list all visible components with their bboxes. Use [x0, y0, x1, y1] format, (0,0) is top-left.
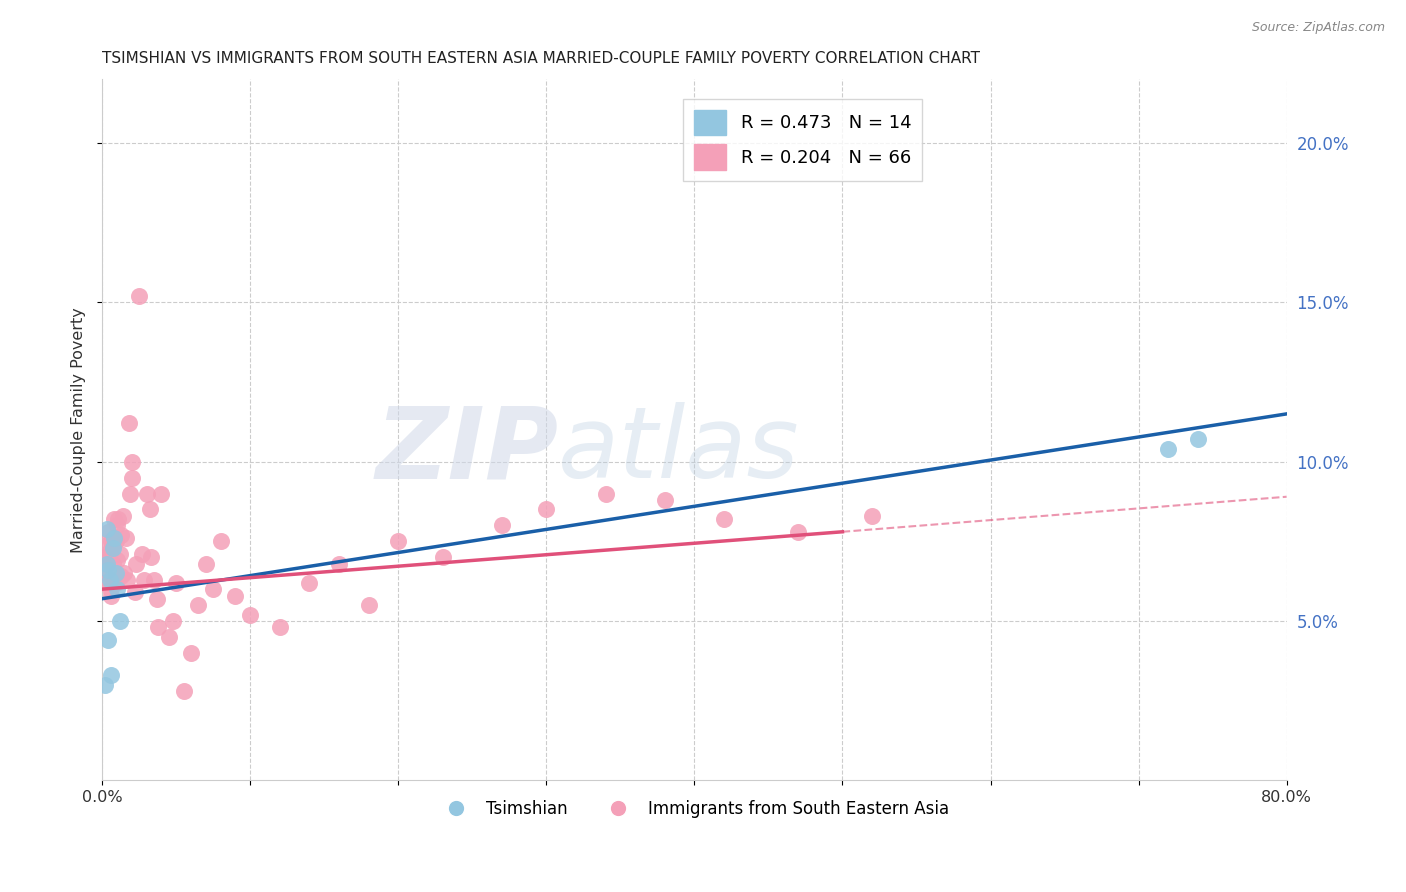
Text: atlas: atlas	[558, 402, 800, 500]
Point	[101, 557, 124, 571]
Point	[104, 575, 127, 590]
Point	[1157, 442, 1180, 456]
Point	[98, 582, 121, 596]
Point	[165, 575, 187, 590]
Point	[112, 566, 135, 581]
Point	[111, 508, 134, 523]
Point	[357, 598, 380, 612]
Point	[105, 553, 128, 567]
Point	[103, 531, 125, 545]
Point	[173, 684, 195, 698]
Point	[135, 486, 157, 500]
Point	[100, 534, 122, 549]
Point	[105, 518, 128, 533]
Point	[121, 470, 143, 484]
Point	[202, 582, 225, 596]
Point	[328, 557, 350, 571]
Point	[491, 518, 513, 533]
Point	[860, 508, 883, 523]
Point	[97, 524, 120, 539]
Point	[98, 573, 121, 587]
Point	[128, 289, 150, 303]
Point	[654, 492, 676, 507]
Y-axis label: Married-Couple Family Poverty: Married-Couple Family Poverty	[72, 307, 86, 553]
Point	[595, 486, 617, 500]
Point	[132, 573, 155, 587]
Point	[96, 566, 118, 581]
Point	[713, 512, 735, 526]
Point	[148, 620, 170, 634]
Point	[96, 537, 118, 551]
Point	[387, 534, 409, 549]
Point	[97, 633, 120, 648]
Point	[180, 646, 202, 660]
Point	[94, 575, 117, 590]
Point	[104, 566, 127, 581]
Point	[120, 486, 142, 500]
Point	[110, 528, 132, 542]
Point	[157, 630, 180, 644]
Point	[104, 534, 127, 549]
Point	[103, 575, 125, 590]
Point	[96, 522, 118, 536]
Point	[96, 557, 118, 571]
Point	[432, 550, 454, 565]
Point	[101, 537, 124, 551]
Point	[124, 585, 146, 599]
Point	[98, 544, 121, 558]
Text: Source: ZipAtlas.com: Source: ZipAtlas.com	[1251, 21, 1385, 34]
Point	[224, 589, 246, 603]
Point	[117, 573, 139, 587]
Point	[97, 563, 120, 577]
Point	[121, 455, 143, 469]
Point	[298, 575, 321, 590]
Point	[1187, 433, 1209, 447]
Text: TSIMSHIAN VS IMMIGRANTS FROM SOUTH EASTERN ASIA MARRIED-COUPLE FAMILY POVERTY CO: TSIMSHIAN VS IMMIGRANTS FROM SOUTH EASTE…	[103, 51, 980, 66]
Point	[100, 668, 122, 682]
Point	[101, 541, 124, 555]
Point	[97, 553, 120, 567]
Point	[194, 557, 217, 571]
Point	[536, 502, 558, 516]
Point	[100, 589, 122, 603]
Point	[138, 502, 160, 516]
Point	[239, 607, 262, 622]
Point	[108, 614, 131, 628]
Point	[103, 512, 125, 526]
Point	[269, 620, 291, 634]
Point	[787, 524, 810, 539]
Point	[143, 573, 166, 587]
Point	[110, 569, 132, 583]
Point	[105, 582, 128, 596]
Point	[125, 557, 148, 571]
Point	[118, 417, 141, 431]
Point	[209, 534, 232, 549]
Point	[146, 591, 169, 606]
Point	[107, 512, 129, 526]
Point	[115, 531, 138, 545]
Point	[187, 598, 209, 612]
Point	[162, 614, 184, 628]
Text: ZIP: ZIP	[375, 402, 558, 500]
Point	[94, 550, 117, 565]
Point	[108, 547, 131, 561]
Point	[139, 550, 162, 565]
Point	[150, 486, 173, 500]
Point	[131, 547, 153, 561]
Point	[94, 678, 117, 692]
Legend: Tsimshian, Immigrants from South Eastern Asia: Tsimshian, Immigrants from South Eastern…	[433, 793, 956, 824]
